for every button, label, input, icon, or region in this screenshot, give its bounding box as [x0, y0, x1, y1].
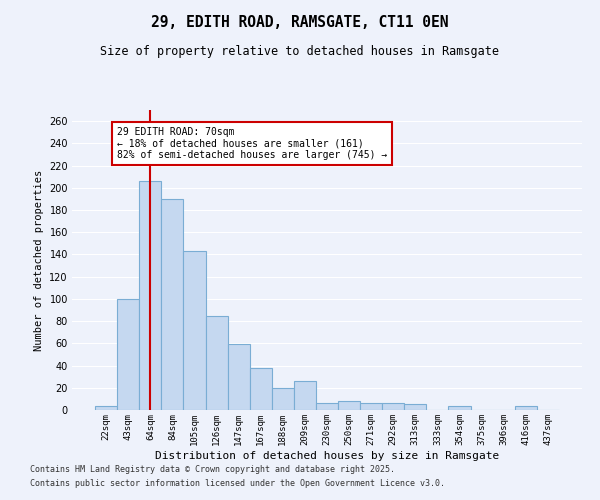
Bar [404, 404, 427, 410]
Bar [316, 404, 338, 410]
Text: 29, EDITH ROAD, RAMSGATE, CT11 0EN: 29, EDITH ROAD, RAMSGATE, CT11 0EN [151, 15, 449, 30]
Bar [139, 181, 161, 410]
Bar [206, 316, 227, 410]
Bar [272, 388, 294, 410]
Bar [227, 344, 250, 410]
X-axis label: Distribution of detached houses by size in Ramsgate: Distribution of detached houses by size … [155, 450, 499, 460]
Bar [448, 406, 470, 410]
Bar [95, 406, 117, 410]
Text: Size of property relative to detached houses in Ramsgate: Size of property relative to detached ho… [101, 45, 499, 58]
Text: Contains HM Land Registry data © Crown copyright and database right 2025.: Contains HM Land Registry data © Crown c… [30, 466, 395, 474]
Bar [117, 299, 139, 410]
Bar [360, 404, 382, 410]
Bar [250, 368, 272, 410]
Text: Contains public sector information licensed under the Open Government Licence v3: Contains public sector information licen… [30, 479, 445, 488]
Bar [338, 401, 360, 410]
Bar [294, 381, 316, 410]
Bar [382, 404, 404, 410]
Bar [161, 199, 184, 410]
Bar [515, 406, 537, 410]
Bar [184, 251, 206, 410]
Text: 29 EDITH ROAD: 70sqm
← 18% of detached houses are smaller (161)
82% of semi-deta: 29 EDITH ROAD: 70sqm ← 18% of detached h… [117, 126, 388, 160]
Y-axis label: Number of detached properties: Number of detached properties [34, 170, 44, 350]
